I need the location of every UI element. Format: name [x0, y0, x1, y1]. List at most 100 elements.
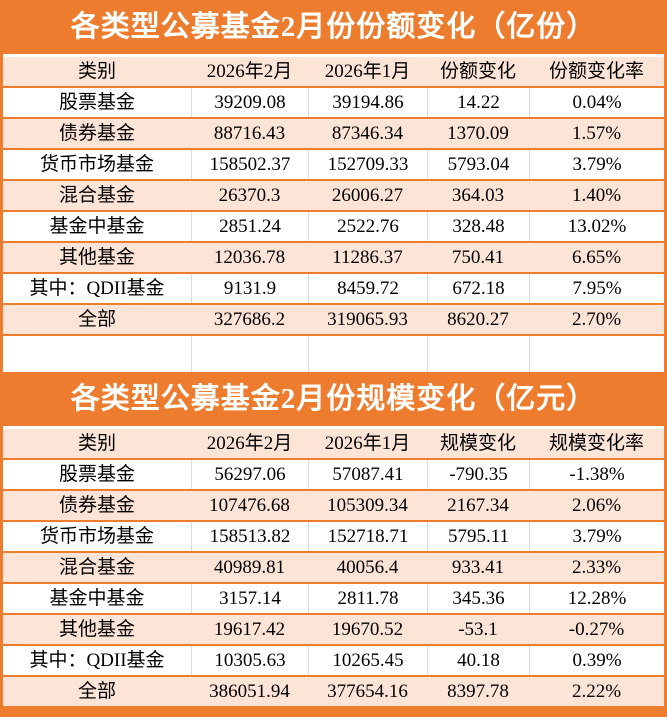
cell-value: 327686.2 — [213, 309, 286, 330]
column-header: 2026年1月 — [324, 61, 411, 82]
spacer-cell — [529, 336, 664, 372]
cell-value: 2.06% — [571, 495, 622, 516]
cell-value: 26006.27 — [331, 185, 404, 206]
cell-value: 2.33% — [571, 557, 622, 578]
row-category: 全部 — [77, 309, 116, 330]
cell-value: 8620.27 — [447, 309, 509, 330]
cell-value: 107476.68 — [209, 495, 290, 516]
table-row: 其中：QDII基金 10305.63 10265.45 40.18 0.39% — [3, 644, 664, 675]
cell-value: 377654.16 — [327, 681, 408, 702]
cell-value: 2167.34 — [447, 495, 509, 516]
cell-value: 364.03 — [451, 185, 505, 206]
cell-value: 0.04% — [529, 88, 664, 117]
table-row: 全部 386051.94 377654.16 8397.78 2.22% — [3, 675, 664, 706]
cell-value: 152718.71 — [308, 522, 427, 551]
cell-value: 12.28% — [529, 584, 664, 613]
table-row: 混合基金 40989.81 40056.4 933.41 2.33% — [3, 551, 664, 582]
row-category: 其中：QDII基金 — [29, 278, 165, 299]
cell-value: 2.22% — [571, 681, 622, 702]
cell-value: 2522.76 — [308, 212, 427, 241]
cell-value: 12036.78 — [213, 247, 286, 268]
cell-value: 26370.3 — [218, 185, 281, 206]
table-row: 其中：QDII基金 9131.9 8459.72 672.18 7.95% — [3, 272, 664, 303]
column-header: 2026年1月 — [324, 433, 411, 454]
cell-value: 3.79% — [529, 522, 664, 551]
row-category: 债券基金 — [58, 495, 135, 516]
cell-value: 87346.34 — [331, 123, 404, 144]
row-category: 基金中基金 — [49, 216, 145, 237]
cell-value: 0.39% — [529, 646, 664, 675]
cell-value: 88716.43 — [213, 123, 286, 144]
row-category: 股票基金 — [58, 92, 135, 113]
table-row: 其他基金 19617.42 19670.52 -53.1 -0.27% — [3, 613, 664, 644]
column-header: 规模变化率 — [548, 433, 644, 454]
row-category: 混合基金 — [58, 557, 135, 578]
cell-value: 8397.78 — [447, 681, 509, 702]
cell-value: 319065.93 — [327, 309, 408, 330]
cell-value: 328.48 — [427, 212, 529, 241]
scale-change-title-banner: 各类型公募基金2月份规模变化（亿元） — [3, 372, 664, 429]
table-header-row: 类别 2026年2月 2026年1月 份额变化 份额变化率 — [3, 57, 664, 86]
table-row: 债券基金 107476.68 105309.34 2167.34 2.06% — [3, 489, 664, 520]
cell-value: 5793.04 — [427, 150, 529, 179]
cell-value: 8459.72 — [308, 274, 427, 303]
column-header: 类别 — [77, 433, 116, 454]
cell-value: -0.27% — [568, 619, 625, 640]
cell-value: 158513.82 — [191, 522, 308, 551]
cell-value: 39209.08 — [191, 88, 308, 117]
cell-value: 105309.34 — [327, 495, 408, 516]
cell-value: -1.38% — [529, 460, 664, 489]
column-header: 类别 — [77, 61, 116, 82]
column-header: 2026年2月 — [206, 433, 293, 454]
cell-value: 40056.4 — [336, 557, 399, 578]
cell-value: 11286.37 — [332, 247, 403, 268]
spacer-cell — [191, 336, 308, 372]
cell-value: 3157.14 — [191, 584, 308, 613]
scale-change-title: 各类型公募基金2月份规模变化（亿元） — [70, 383, 597, 415]
cell-value: 672.18 — [427, 274, 529, 303]
row-category: 货币市场基金 — [39, 154, 154, 175]
cell-value: 152709.33 — [308, 150, 427, 179]
cell-value: 9131.9 — [191, 274, 308, 303]
table-row: 股票基金 56297.06 57087.41 -790.35 -1.38% — [3, 458, 664, 489]
row-category: 混合基金 — [58, 185, 135, 206]
cell-value: 933.41 — [451, 557, 505, 578]
cell-value: 3.79% — [529, 150, 664, 179]
row-category: 基金中基金 — [49, 588, 145, 609]
table-row: 债券基金 88716.43 87346.34 1370.09 1.57% — [3, 117, 664, 148]
column-header: 规模变化 — [439, 433, 516, 454]
cell-value: 386051.94 — [209, 681, 290, 702]
spacer-row — [3, 334, 664, 372]
row-category: 债券基金 — [58, 123, 135, 144]
table-row: 股票基金 39209.08 39194.86 14.22 0.04% — [3, 86, 664, 117]
share-change-title-banner: 各类型公募基金2月份份额变化（亿份） — [3, 0, 664, 57]
table-header-row: 类别 2026年2月 2026年1月 规模变化 规模变化率 — [3, 429, 664, 458]
cell-value: 19670.52 — [331, 619, 404, 640]
row-category: 其他基金 — [58, 247, 135, 268]
cell-value: 2851.24 — [191, 212, 308, 241]
cell-value: 10305.63 — [191, 646, 308, 675]
cell-value: 40989.81 — [213, 557, 286, 578]
cell-value: 5795.11 — [427, 522, 529, 551]
spacer-cell — [3, 336, 191, 372]
row-category: 全部 — [77, 681, 116, 702]
table-row: 混合基金 26370.3 26006.27 364.03 1.40% — [3, 179, 664, 210]
cell-value: 56297.06 — [191, 460, 308, 489]
cell-value: 39194.86 — [308, 88, 427, 117]
table-row: 基金中基金 2851.24 2522.76 328.48 13.02% — [3, 210, 664, 241]
cell-value: 40.18 — [427, 646, 529, 675]
cell-value: 750.41 — [451, 247, 505, 268]
spacer-cell — [308, 336, 427, 372]
table-row: 货币市场基金 158513.82 152718.71 5795.11 3.79% — [3, 520, 664, 551]
cell-value: 1.40% — [571, 185, 622, 206]
cell-value: -53.1 — [458, 619, 498, 640]
table-row: 全部 327686.2 319065.93 8620.27 2.70% — [3, 303, 664, 334]
cell-value: 1.57% — [571, 123, 622, 144]
share-change-title: 各类型公募基金2月份份额变化（亿份） — [70, 11, 597, 43]
table-row: 其他基金 12036.78 11286.37 750.41 6.65% — [3, 241, 664, 272]
column-header: 份额变化 — [439, 61, 516, 82]
cell-value: 2.70% — [571, 309, 622, 330]
cell-value: 345.36 — [427, 584, 529, 613]
column-header: 2026年2月 — [206, 61, 293, 82]
